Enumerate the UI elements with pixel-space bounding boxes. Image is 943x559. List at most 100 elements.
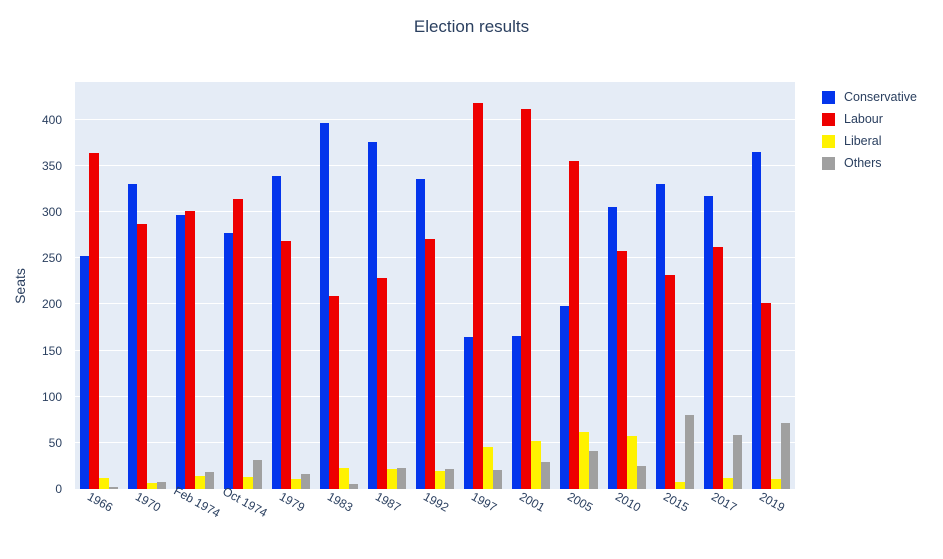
bar-liberal-1997[interactable] [483, 446, 493, 489]
bar-liberal-1992[interactable] [435, 470, 445, 489]
bar-group-oct-1974 [219, 82, 267, 489]
bar-liberal-2001[interactable] [531, 441, 541, 489]
bar-others-2017[interactable] [732, 434, 743, 489]
bar-labour-oct-1974[interactable] [233, 199, 243, 489]
bar-liberal-1966[interactable] [99, 477, 109, 489]
gridline-150 [75, 349, 795, 351]
bar-labour-2001[interactable] [521, 108, 531, 489]
plot-area [75, 82, 795, 489]
x-tick-label-2001: 2001 [516, 489, 548, 515]
bar-others-2005[interactable] [588, 451, 599, 489]
x-tick-label-2019: 2019 [756, 489, 788, 515]
bar-labour-1997[interactable] [473, 103, 483, 489]
bar-conservative-feb-1974[interactable] [175, 214, 186, 489]
x-tick-label-1997: 1997 [468, 489, 500, 515]
x-tick-label-feb-1974: Feb 1974 [171, 483, 223, 521]
bar-group-feb-1974 [171, 82, 219, 489]
bar-liberal-feb-1974[interactable] [195, 476, 205, 489]
bar-others-2001[interactable] [540, 462, 551, 489]
bar-conservative-2019[interactable] [751, 152, 762, 489]
y-tick-label-400: 400 [41, 112, 62, 127]
gridline-100 [75, 395, 795, 397]
bar-conservative-1992[interactable] [415, 178, 426, 489]
bar-group-1987 [363, 82, 411, 489]
bar-conservative-1966[interactable] [79, 255, 90, 489]
bar-groups [75, 82, 795, 489]
bar-others-1966[interactable] [108, 487, 119, 489]
gridline-400 [75, 118, 795, 120]
bar-labour-2015[interactable] [665, 274, 675, 489]
bar-labour-2017[interactable] [713, 247, 723, 489]
bar-labour-1983[interactable] [329, 296, 339, 489]
bar-liberal-2017[interactable] [723, 477, 733, 489]
bar-liberal-2015[interactable] [675, 481, 685, 489]
bar-liberal-2019[interactable] [771, 478, 781, 489]
bar-liberal-1970[interactable] [147, 483, 157, 489]
legend-item-labour[interactable]: Labour [822, 108, 917, 130]
bar-liberal-oct-1974[interactable] [243, 477, 253, 489]
bar-liberal-2010[interactable] [627, 436, 637, 489]
x-tick-label-2005: 2005 [564, 489, 596, 515]
bar-labour-1970[interactable] [137, 224, 147, 489]
gridline-200 [75, 303, 795, 305]
bar-liberal-1987[interactable] [387, 468, 397, 489]
bar-group-2015 [651, 82, 699, 489]
y-tick-label-100: 100 [41, 389, 62, 404]
bar-liberal-2005[interactable] [579, 431, 589, 489]
bar-group-1983 [315, 82, 363, 489]
bar-conservative-2001[interactable] [511, 335, 522, 489]
bar-labour-2005[interactable] [569, 161, 579, 489]
legend-swatch-conservative [822, 90, 835, 104]
bar-labour-2010[interactable] [617, 250, 627, 489]
bar-others-1979[interactable] [300, 474, 311, 489]
bar-others-2010[interactable] [636, 465, 647, 489]
bar-others-2015[interactable] [684, 415, 695, 489]
bar-others-1970[interactable] [156, 481, 167, 489]
legend-label: Others [844, 156, 882, 170]
bar-labour-1966[interactable] [89, 153, 99, 489]
bar-liberal-1983[interactable] [339, 467, 349, 489]
legend-item-conservative[interactable]: Conservative [822, 86, 917, 108]
bar-conservative-1987[interactable] [367, 142, 378, 489]
bar-others-1992[interactable] [444, 468, 455, 489]
legend-swatch-others [822, 156, 835, 170]
legend-item-liberal[interactable]: Liberal [822, 130, 917, 152]
bar-conservative-1970[interactable] [127, 184, 138, 489]
bar-labour-1987[interactable] [377, 277, 387, 489]
bar-conservative-2015[interactable] [655, 184, 666, 489]
legend-label: Liberal [844, 134, 882, 148]
x-tick-label-1966: 1966 [84, 489, 116, 515]
bar-group-2019 [747, 82, 795, 489]
bar-others-feb-1974[interactable] [204, 472, 215, 489]
bar-liberal-1979[interactable] [291, 478, 301, 489]
bar-conservative-2017[interactable] [703, 196, 714, 489]
bar-conservative-oct-1974[interactable] [223, 233, 234, 489]
y-tick-label-200: 200 [41, 297, 62, 312]
x-tick-label-1979: 1979 [276, 489, 308, 515]
bar-group-2017 [699, 82, 747, 489]
bar-others-2019[interactable] [780, 422, 791, 489]
bar-conservative-2005[interactable] [559, 306, 570, 489]
bar-labour-feb-1974[interactable] [185, 211, 195, 489]
legend-swatch-liberal [822, 134, 835, 148]
x-tick-label-1987: 1987 [372, 489, 404, 515]
bar-group-1997 [459, 82, 507, 489]
bar-others-1983[interactable] [348, 484, 359, 489]
bar-group-1970 [123, 82, 171, 489]
bar-conservative-1997[interactable] [463, 336, 474, 489]
bar-others-1997[interactable] [492, 469, 503, 489]
bar-others-1987[interactable] [396, 467, 407, 489]
bar-others-oct-1974[interactable] [252, 460, 263, 489]
x-tick-label-1992: 1992 [420, 489, 452, 515]
gridline-350 [75, 164, 795, 166]
legend-item-others[interactable]: Others [822, 152, 917, 174]
bar-conservative-2010[interactable] [607, 206, 618, 489]
bar-group-2005 [555, 82, 603, 489]
bar-labour-2019[interactable] [761, 302, 771, 489]
bar-conservative-1983[interactable] [319, 122, 330, 489]
bar-conservative-1979[interactable] [271, 176, 282, 489]
bar-labour-1979[interactable] [281, 240, 291, 489]
bar-labour-1992[interactable] [425, 238, 435, 489]
x-tick-label-2015: 2015 [660, 489, 692, 515]
